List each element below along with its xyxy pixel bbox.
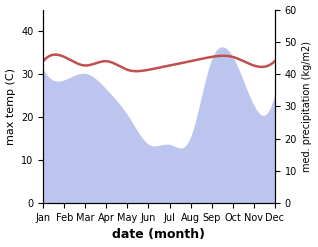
Y-axis label: max temp (C): max temp (C)	[5, 68, 16, 145]
X-axis label: date (month): date (month)	[113, 228, 205, 242]
Y-axis label: med. precipitation (kg/m2): med. precipitation (kg/m2)	[302, 41, 313, 172]
